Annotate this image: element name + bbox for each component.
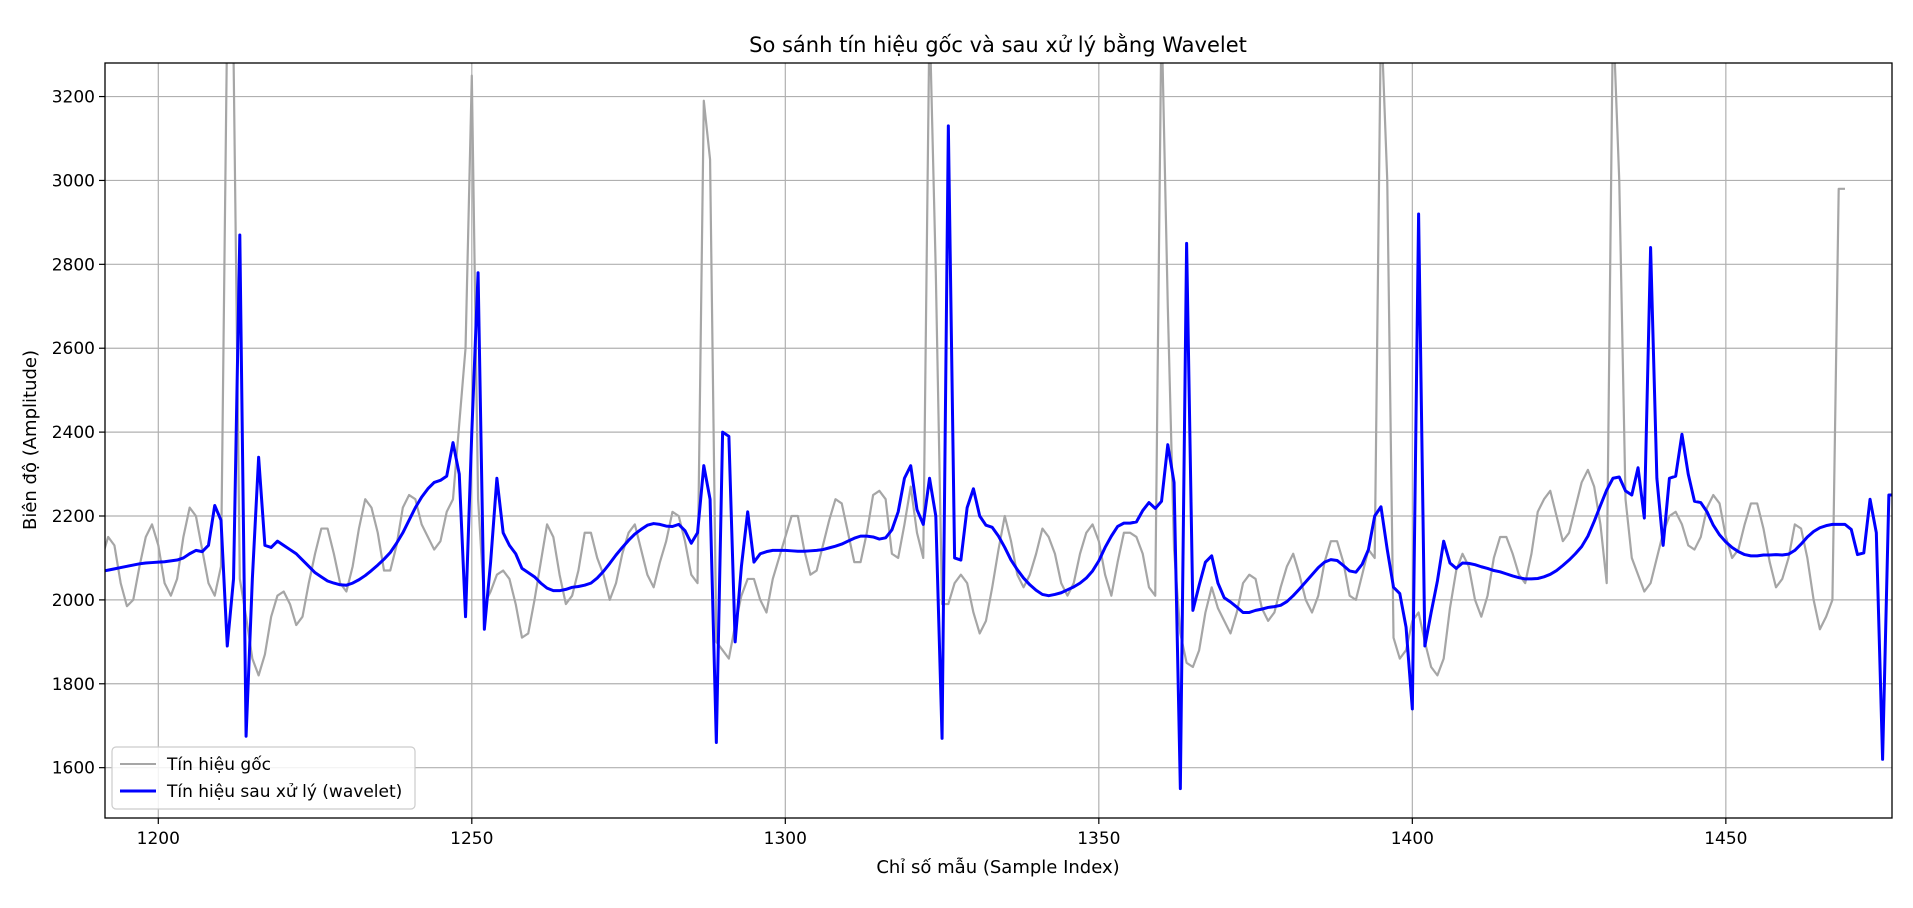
y-tick-label: 2800 bbox=[52, 255, 95, 275]
y-tick-label: 2400 bbox=[52, 423, 95, 443]
x-tick-label: 1200 bbox=[137, 829, 180, 849]
y-axis-label: Biên độ (Amplitude) bbox=[20, 350, 41, 530]
chart-title: So sánh tín hiệu gốc và sau xử lý bằng W… bbox=[749, 33, 1247, 57]
y-ticks: 1600 1800 2000 2200 2400 2600 2800 3000 3200 bbox=[52, 88, 105, 779]
x-tick-label: 1250 bbox=[450, 829, 493, 849]
y-tick-label: 1800 bbox=[52, 675, 95, 695]
series-line-0 bbox=[105, 63, 1845, 677]
x-tick-label: 1300 bbox=[764, 829, 807, 849]
x-axis-label: Chỉ số mẫu (Sample Index) bbox=[876, 857, 1119, 878]
legend-box bbox=[111, 746, 416, 810]
y-tick-label: 3200 bbox=[52, 88, 95, 108]
x-tick-label: 1450 bbox=[1704, 829, 1747, 849]
legend: Tín hiệu gốc Tín hiệu sau xử lý (wavelet… bbox=[111, 746, 416, 810]
plot-frame bbox=[104, 62, 1893, 819]
x-tick-label: 1400 bbox=[1391, 829, 1434, 849]
x-tick-label: 1350 bbox=[1077, 829, 1120, 849]
y-tick-label: 1600 bbox=[52, 759, 95, 779]
legend-label-wavelet: Tín hiệu sau xử lý (wavelet) bbox=[166, 782, 402, 802]
plot-series bbox=[105, 63, 1892, 791]
y-tick-label: 2600 bbox=[52, 339, 95, 359]
y-tick-label: 2200 bbox=[52, 507, 95, 527]
series-line-1 bbox=[105, 124, 1892, 791]
x-ticks: 1200 1250 1300 1350 1400 1450 bbox=[137, 818, 1747, 849]
legend-label-original: Tín hiệu gốc bbox=[166, 754, 271, 775]
grid bbox=[105, 63, 1892, 818]
y-tick-label: 3000 bbox=[52, 171, 95, 191]
y-tick-label: 2000 bbox=[52, 591, 95, 611]
